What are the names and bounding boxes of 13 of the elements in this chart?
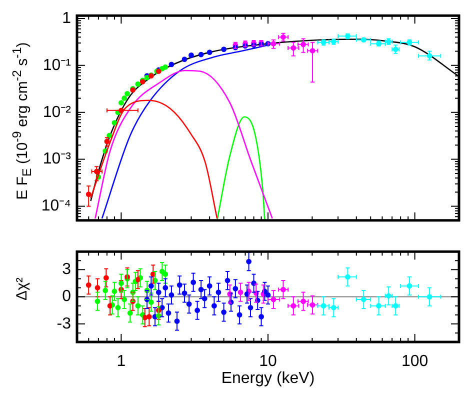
y-tick-label: 1 [62, 10, 72, 27]
y-tick-label: 10⁻² [42, 104, 72, 121]
y-tick-label: 0 [62, 288, 72, 306]
y-tick-label: 10⁻⁴ [41, 198, 72, 215]
y-tick-label: -3 [56, 315, 72, 332]
y-tick-label: 10⁻³ [42, 150, 72, 168]
x-axis-title: Energy (keV) [221, 370, 315, 388]
x-tick-label: 100 [401, 353, 428, 370]
y-axis-title: Δχ² [14, 278, 30, 300]
x-tick-label: 1 [116, 353, 126, 370]
y-tick-label: 10⁻¹ [42, 56, 71, 74]
y-tick-label: 3 [62, 261, 72, 278]
x-tick-label: 10 [259, 353, 277, 370]
